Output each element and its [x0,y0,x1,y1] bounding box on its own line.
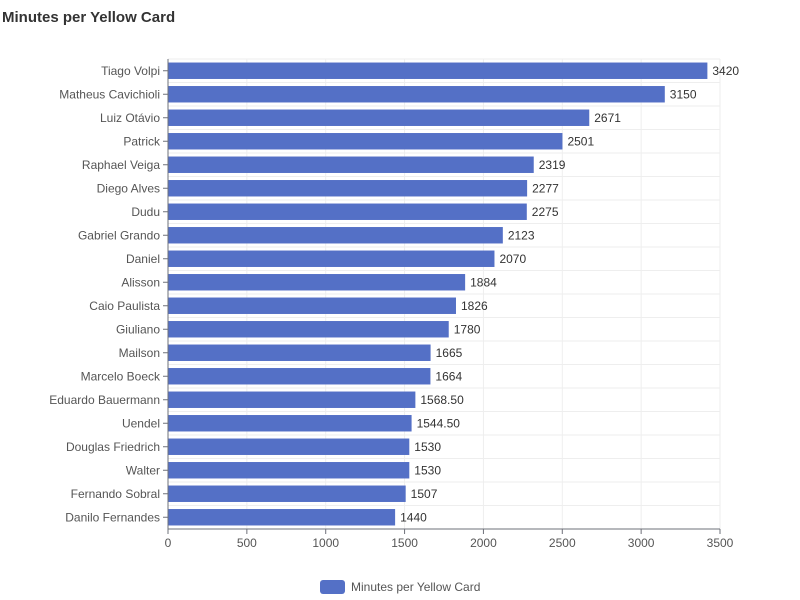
data-label: 2319 [539,158,566,172]
data-label: 1530 [414,463,441,477]
bar[interactable] [168,156,534,173]
category-label: Patrick [123,134,161,148]
data-label: 2070 [499,252,526,266]
bar[interactable] [168,62,708,79]
bar[interactable] [168,274,466,291]
x-tick-label: 1000 [312,536,339,550]
data-label: 3150 [670,87,697,101]
data-label: 1665 [436,346,463,360]
bar[interactable] [168,109,590,126]
category-label: Fernando Sobral [71,487,160,501]
category-label: Caio Paulista [89,299,160,313]
bar[interactable] [168,250,495,267]
bar[interactable] [168,509,396,526]
bar[interactable] [168,344,431,361]
category-label: Dudu [131,205,160,219]
data-label: 1568.50 [420,393,464,407]
bar[interactable] [168,415,412,432]
bar[interactable] [168,86,665,103]
data-label: 2277 [532,181,559,195]
bar[interactable] [168,485,406,502]
axes: 0 500 1000 1500 2000 2500 3000 3500 Tiago Volpi M… [49,59,734,550]
category-label: Douglas Friedrich [66,440,160,454]
gridlines [168,58,721,529]
category-label: Marcelo Boeck [81,369,161,383]
category-label: Tiago Volpi [101,64,160,78]
data-label: 1664 [435,369,462,383]
bar[interactable] [168,321,449,338]
x-tick-label: 2500 [549,536,576,550]
data-label: 1440 [400,510,427,524]
bar[interactable] [168,391,416,408]
bar[interactable] [168,133,563,150]
bar[interactable] [168,438,410,455]
category-label: Diego Alves [97,181,160,195]
category-label: Luiz Otávio [100,111,160,125]
legend-swatch[interactable] [320,580,345,594]
bar[interactable] [168,180,528,197]
category-label: Giuliano [116,322,160,336]
category-label: Raphael Veiga [82,158,160,172]
data-label: 2123 [508,228,535,242]
data-label: 1884 [470,275,497,289]
bar[interactable] [168,227,503,244]
category-label: Alisson [121,275,160,289]
x-tick-label: 2000 [470,536,497,550]
category-label: Uendel [122,416,160,430]
x-tick-label: 1500 [391,536,418,550]
bar[interactable] [168,462,410,479]
category-label: Mailson [119,346,160,360]
x-tick-label: 0 [165,536,172,550]
x-tick-label: 3500 [707,536,734,550]
data-label: 1544.50 [417,416,461,430]
data-label: 3420 [712,64,739,78]
category-label: Eduardo Bauermann [49,393,160,407]
data-label: 1780 [454,322,481,336]
chart-title: Minutes per Yellow Card [2,9,176,26]
category-label: Walter [126,463,160,477]
bar[interactable] [168,203,527,220]
category-label: Gabriel Grando [78,228,160,242]
bar[interactable] [168,368,431,385]
data-label: 1530 [414,440,441,454]
bar[interactable] [168,297,456,314]
data-label: 1507 [411,487,438,501]
legend-label[interactable]: Minutes per Yellow Card [351,580,480,594]
category-label: Danilo Fernandes [65,510,160,524]
data-label: 1826 [461,299,488,313]
x-tick-label: 3000 [628,536,655,550]
legend[interactable]: Minutes per Yellow Card [320,580,480,594]
category-label: Matheus Cavichioli [59,87,160,101]
x-tick-label: 500 [237,536,257,550]
category-label: Daniel [126,252,160,266]
data-label: 2671 [594,111,621,125]
data-label: 2501 [567,134,594,148]
data-label: 2275 [532,205,559,219]
